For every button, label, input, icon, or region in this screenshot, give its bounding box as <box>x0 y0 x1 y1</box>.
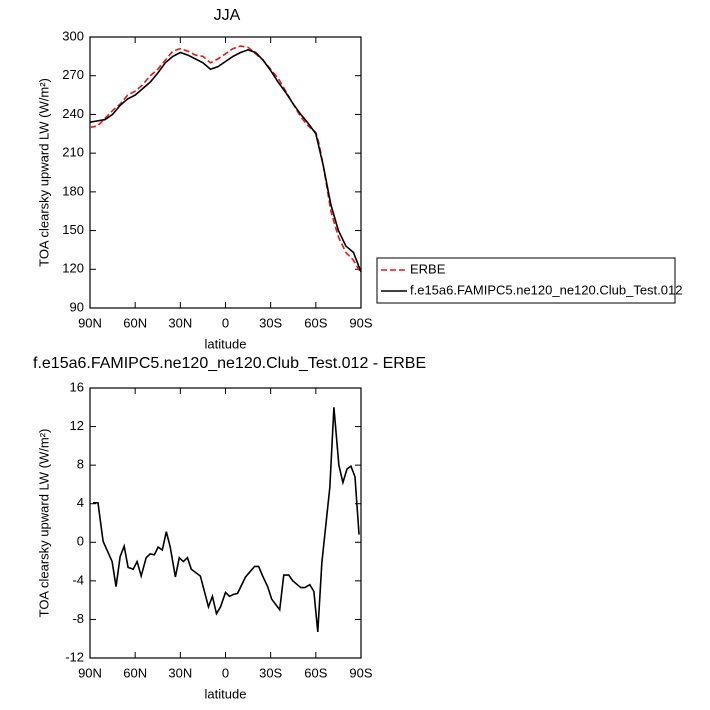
chart-title: f.e15a6.FAMIPC5.ne120_ne120.Club_Test.01… <box>33 355 426 372</box>
y-tick-label: -12 <box>65 649 84 664</box>
y-tick-label: 210 <box>62 145 84 160</box>
x-tick-label: 60S <box>304 315 327 330</box>
y-tick-label: -4 <box>72 572 84 587</box>
y-tick-label: 0 <box>77 534 84 549</box>
y-tick-label: 8 <box>77 457 84 472</box>
legend-label: ERBE <box>410 261 446 276</box>
data-line <box>93 407 360 633</box>
y-tick-label: 240 <box>62 106 84 121</box>
legend-label: f.e15a6.FAMIPC5.ne120_ne120.Club_Test.01… <box>410 282 682 297</box>
y-tick-label: -8 <box>72 611 84 626</box>
y-tick-label: 16 <box>70 379 84 394</box>
x-tick-label: 60N <box>123 315 147 330</box>
y-tick-label: 12 <box>70 418 84 433</box>
x-tick-label: 60N <box>123 665 147 680</box>
y-tick-label: 150 <box>62 222 84 237</box>
y-tick-label: 120 <box>62 261 84 276</box>
x-tick-label: 60S <box>304 665 327 680</box>
legend-box <box>376 257 676 304</box>
x-tick-label: 30S <box>259 665 282 680</box>
x-tick-label: 90N <box>78 665 102 680</box>
plot-frame <box>89 387 362 659</box>
plot-frame <box>89 36 362 309</box>
y-tick-label: 90 <box>70 299 84 314</box>
y-tick-label: 300 <box>62 28 84 43</box>
x-tick-label: 0 <box>222 665 229 680</box>
x-tick-label: 90S <box>349 315 372 330</box>
x-tick-label: 90S <box>349 665 372 680</box>
x-tick-label: 30N <box>168 665 192 680</box>
x-tick-label: 0 <box>222 315 229 330</box>
x-axis-label: latitude <box>205 336 247 351</box>
y-tick-label: 180 <box>62 183 84 198</box>
data-line <box>89 49 362 273</box>
x-tick-label: 30N <box>168 315 192 330</box>
y-axis-label: TOA clearsky upward LW (W/m²) <box>36 429 51 618</box>
x-tick-label: 30S <box>259 315 282 330</box>
chart-title: JJA <box>214 7 241 24</box>
y-axis-label: TOA clearsky upward LW (W/m²) <box>36 78 51 267</box>
y-tick-label: 4 <box>77 495 84 510</box>
data-line <box>89 45 362 274</box>
x-axis-label: latitude <box>205 686 247 701</box>
y-tick-label: 270 <box>62 67 84 82</box>
x-tick-label: 90N <box>78 315 102 330</box>
